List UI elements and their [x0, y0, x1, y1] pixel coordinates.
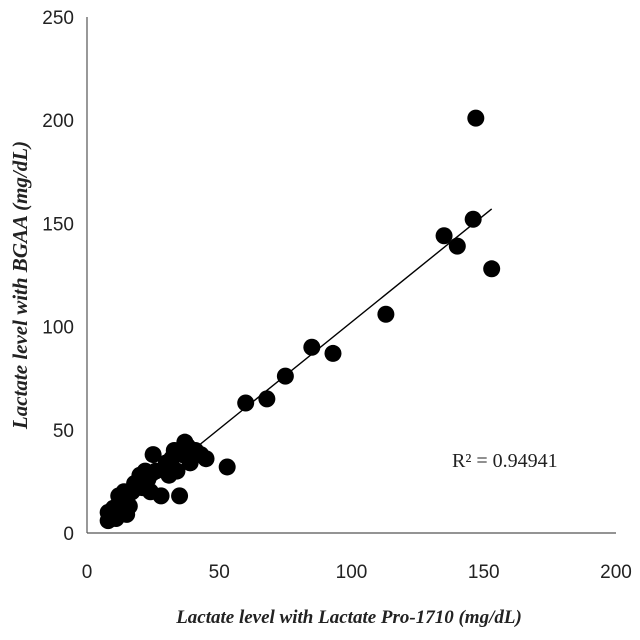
data-point — [448, 237, 466, 255]
axes — [86, 17, 616, 534]
data-point — [483, 260, 501, 278]
y-axis-title: Lactate level with BGAA (mg/dL) — [8, 141, 32, 430]
y-tick-label: 200 — [42, 111, 74, 132]
x-tick-label: 100 — [336, 562, 368, 583]
data-point — [237, 394, 255, 412]
x-axis-title: Lactate level with Lactate Pro-1710 (mg/… — [175, 607, 522, 628]
data-point — [435, 227, 453, 245]
x-tick-labels: 0 50 100 150 200 — [82, 562, 632, 583]
x-tick-label: 150 — [468, 562, 500, 583]
y-tick-labels: 0 50 100 150 200 250 — [42, 8, 74, 545]
data-point — [168, 462, 186, 480]
data-point — [197, 450, 215, 468]
data-points — [99, 109, 501, 530]
data-point — [464, 210, 482, 228]
y-tick-label: 150 — [42, 214, 74, 235]
data-point — [144, 446, 162, 464]
y-tick-label: 100 — [42, 318, 74, 339]
data-point — [276, 367, 294, 385]
data-point — [218, 458, 236, 476]
y-tick-label: 0 — [63, 524, 74, 545]
data-point — [258, 390, 276, 408]
data-point — [171, 487, 189, 505]
r-squared-annotation: R² = 0.94941 — [452, 450, 558, 472]
x-tick-label: 50 — [209, 562, 230, 583]
x-tick-label: 200 — [600, 562, 632, 583]
data-point — [152, 487, 170, 505]
x-tick-label: 0 — [82, 562, 93, 583]
data-point — [120, 497, 138, 515]
y-tick-label: 250 — [42, 8, 74, 29]
y-tick-label: 50 — [53, 421, 74, 442]
data-point — [303, 338, 321, 356]
data-point — [324, 344, 342, 362]
data-point — [377, 305, 395, 323]
data-point — [467, 109, 485, 127]
